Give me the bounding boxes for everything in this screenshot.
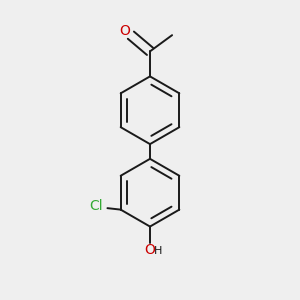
Text: O: O xyxy=(119,24,130,38)
Text: H: H xyxy=(154,246,162,256)
Text: Cl: Cl xyxy=(89,200,103,213)
Text: O: O xyxy=(145,243,155,257)
